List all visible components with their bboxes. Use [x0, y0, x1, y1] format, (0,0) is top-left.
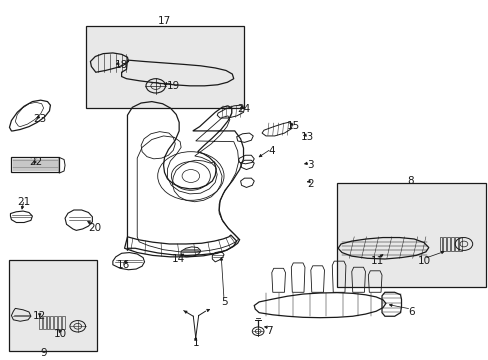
Text: 9: 9 [40, 348, 47, 358]
Text: 7: 7 [266, 325, 273, 336]
Text: 14: 14 [172, 254, 185, 264]
Text: 15: 15 [286, 121, 299, 131]
Text: 20: 20 [87, 223, 101, 233]
Text: 19: 19 [167, 81, 180, 91]
Text: 4: 4 [267, 146, 274, 156]
Text: 16: 16 [117, 260, 130, 270]
Bar [86, 26, 243, 108]
Text: 10: 10 [417, 256, 429, 266]
Text: 12: 12 [33, 311, 46, 321]
Text: 8: 8 [406, 176, 413, 186]
Text: 24: 24 [236, 104, 250, 114]
Text: 1: 1 [192, 338, 199, 348]
Bar [11, 157, 59, 172]
Text: 6: 6 [407, 307, 414, 317]
Text: 2: 2 [306, 179, 313, 189]
Text: 3: 3 [306, 160, 313, 170]
Text: 23: 23 [33, 114, 46, 124]
Text: 22: 22 [29, 157, 42, 167]
Text: 18: 18 [115, 60, 128, 70]
Bar [336, 183, 485, 287]
Text: 10: 10 [54, 329, 66, 339]
Text: 21: 21 [18, 197, 31, 207]
Text: 11: 11 [370, 256, 383, 266]
Bar [9, 260, 97, 351]
Text: 17: 17 [157, 17, 170, 26]
Text: 13: 13 [301, 132, 314, 142]
Text: 5: 5 [220, 297, 227, 307]
